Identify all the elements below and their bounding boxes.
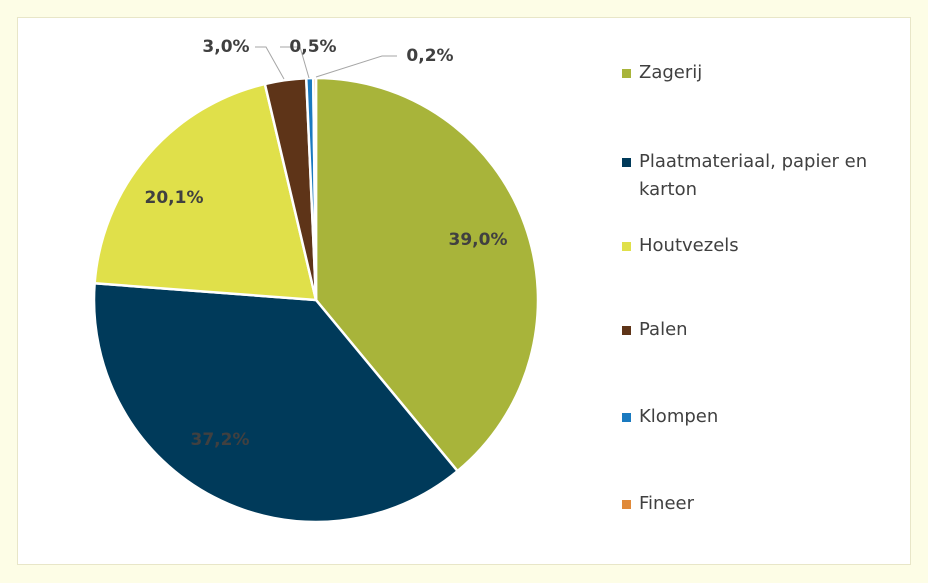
data-label: 0,2% [406, 46, 453, 66]
legend-swatch [622, 326, 631, 335]
data-label: 3,0% [202, 37, 249, 57]
legend-item: Houtvezels [620, 232, 910, 260]
legend-label: Palen [639, 319, 688, 340]
pie-slice [93, 82, 318, 302]
legend-label: Fineer [639, 493, 695, 514]
leader-line [255, 46, 285, 80]
legend-item: Plaatmateriaal, papier en karton [620, 148, 910, 204]
legend-swatch [622, 158, 631, 167]
legend-label: Plaatmateriaal, papier en karton [639, 151, 868, 200]
leader-line [280, 46, 310, 79]
data-label: 0,5% [289, 37, 336, 57]
legend-swatch [622, 69, 631, 78]
legend-swatch [622, 500, 631, 509]
data-label: 20,1% [145, 188, 204, 208]
pie-slice [314, 76, 540, 473]
legend-swatch [622, 413, 631, 422]
legend-item: Palen [620, 316, 910, 344]
pie-slice [92, 281, 460, 524]
legend-label: Klompen [639, 406, 719, 427]
pie-slice [311, 76, 318, 301]
legend-item: Klompen [620, 403, 910, 431]
leader-line [315, 55, 397, 78]
legend-item: Fineer [620, 490, 910, 518]
legend-item: Zagerij [620, 59, 910, 87]
data-label: 39,0% [449, 230, 508, 250]
legend-label: Houtvezels [639, 235, 739, 256]
data-label: 37,2% [191, 430, 250, 450]
legend-swatch [622, 242, 631, 251]
legend-label: Zagerij [639, 62, 703, 83]
